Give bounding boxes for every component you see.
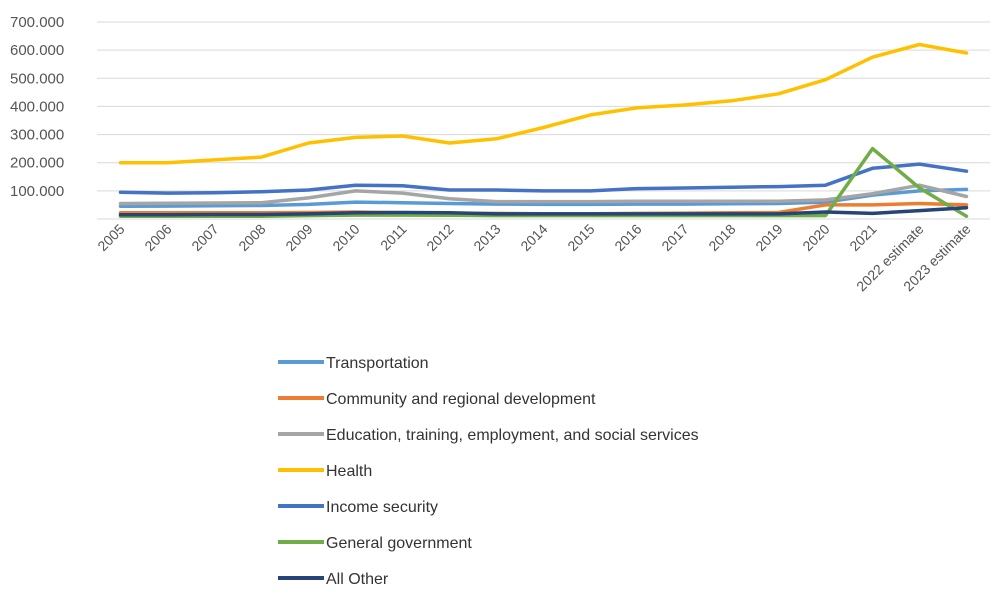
- legend-item: Health: [278, 463, 372, 480]
- series-lines: [118, 42, 969, 218]
- legend-label: Income security: [326, 499, 438, 516]
- x-tick-label: 2006: [141, 221, 174, 254]
- y-axis-ticks: 700.000 600.000 500.000 400.000 300.000 200.0…: [10, 14, 64, 200]
- y-tick-label: 700.000: [10, 14, 64, 31]
- x-tick-label: 2016: [611, 221, 644, 254]
- legend-label: Health: [326, 463, 372, 480]
- y-tick-label: 200.000: [10, 155, 64, 172]
- x-tick-label: 2007: [188, 221, 221, 254]
- series-line-all-other: [118, 205, 969, 217]
- x-tick-label: 2015: [564, 221, 597, 254]
- legend-label: Community and regional development: [326, 391, 596, 408]
- x-tick-label: 2017: [658, 221, 691, 254]
- x-tick-label: 2019: [752, 221, 785, 254]
- y-tick-label: 300.000: [10, 127, 64, 144]
- x-tick-label: 2005: [94, 221, 127, 254]
- x-tick-label: 2012: [423, 221, 456, 254]
- legend-item: Community and regional development: [278, 391, 596, 408]
- legend-label: General government: [326, 535, 472, 552]
- series-line-transportation: [118, 187, 969, 209]
- x-tick-label: 2021: [846, 221, 879, 254]
- legend-label: Transportation: [326, 355, 429, 372]
- series-line-health: [118, 42, 969, 165]
- legend-label: Education, training, employment, and soc…: [326, 427, 699, 444]
- series-line-education-training-employment-and-social-services: [118, 183, 969, 206]
- legend-item: Transportation: [278, 355, 429, 372]
- x-tick-label: 2011: [377, 221, 410, 254]
- x-tick-label: 2009: [282, 221, 315, 254]
- x-tick-label: 2010: [329, 221, 362, 254]
- x-tick-label: 2020: [799, 221, 832, 254]
- y-tick-label: 600.000: [10, 42, 64, 59]
- x-tick-label: 2008: [235, 221, 268, 254]
- legend-label: All Other: [326, 571, 389, 588]
- legend-item: All Other: [278, 571, 389, 588]
- x-tick-label: 2013: [470, 221, 503, 254]
- legend-item: General government: [278, 535, 472, 552]
- y-tick-label: 100.000: [10, 183, 64, 200]
- series-line-income-security: [118, 162, 969, 195]
- legend-item: Education, training, employment, and soc…: [278, 427, 699, 444]
- legend: Transportation Community and regional dev…: [278, 355, 699, 588]
- x-tick-label: 2014: [517, 221, 550, 254]
- gridlines: [97, 21, 990, 192]
- y-tick-label: 400.000: [10, 98, 64, 115]
- x-tick-label: 2018: [705, 221, 738, 254]
- legend-item: Income security: [278, 499, 438, 516]
- y-tick-label: 500.000: [10, 70, 64, 87]
- x-axis-ticks: 2005 2006 2007 2008 2009 2010 2011 2012 2013 2014…: [94, 221, 973, 295]
